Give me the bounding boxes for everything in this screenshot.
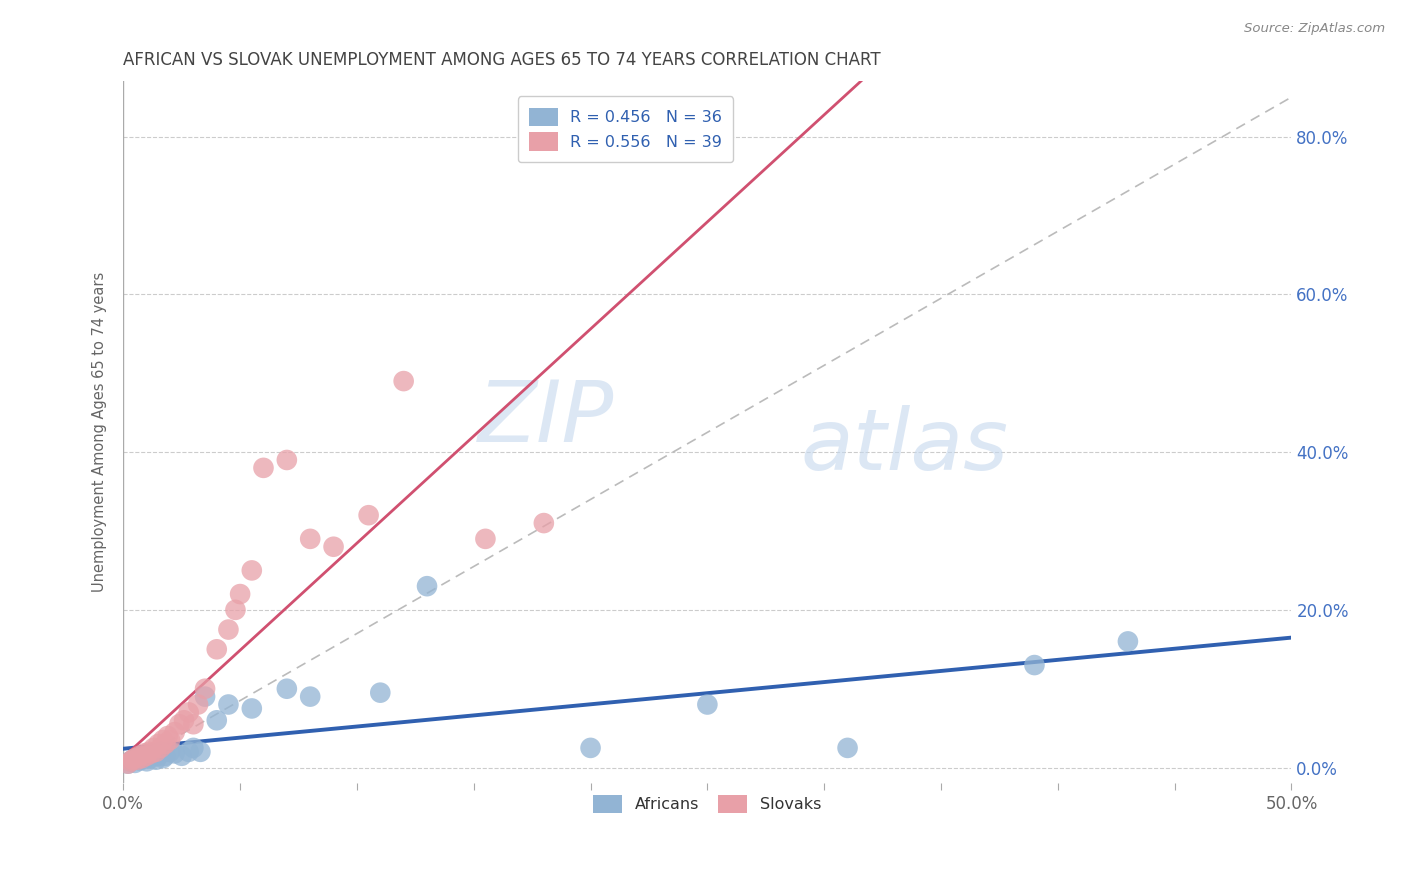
Point (579, 740, 602, 755)
Point (322, 540, 344, 554)
Point (155, 737, 177, 751)
Point (145, 753, 167, 767)
Point (224, 603, 246, 617)
Point (299, 690, 322, 704)
Point (148, 737, 170, 751)
Point (159, 745, 181, 759)
Point (145, 745, 167, 759)
Text: AFRICAN VS SLOVAK UNEMPLOYMENT AMONG AGES 65 TO 74 YEARS CORRELATION CHART: AFRICAN VS SLOVAK UNEMPLOYMENT AMONG AGE… (124, 51, 882, 69)
Point (142, 740, 165, 755)
Point (392, 374, 415, 388)
Point (141, 751, 163, 765)
Point (131, 751, 153, 765)
Point (138, 749, 160, 764)
Point (163, 725, 186, 739)
Point (183, 717, 205, 731)
Point (148, 748, 170, 763)
Point (149, 740, 172, 755)
Point (194, 690, 217, 704)
Point (141, 747, 163, 761)
Point (837, 740, 859, 755)
Point (177, 745, 200, 759)
Point (138, 745, 160, 759)
Point (217, 698, 239, 712)
Point (229, 587, 252, 601)
Text: Source: ZipAtlas.com: Source: ZipAtlas.com (1244, 22, 1385, 36)
Point (135, 754, 157, 768)
Point (299, 532, 322, 546)
Point (368, 686, 391, 700)
Point (134, 747, 156, 761)
Point (169, 717, 191, 731)
Point (127, 753, 149, 767)
Point (121, 753, 143, 767)
Point (163, 747, 186, 761)
Text: atlas: atlas (801, 405, 1010, 488)
Point (205, 713, 228, 727)
Point (187, 698, 209, 712)
Point (152, 751, 174, 765)
Point (240, 701, 263, 715)
Point (120, 754, 142, 768)
Point (252, 461, 274, 475)
Point (121, 753, 143, 767)
Point (240, 563, 263, 577)
Point (696, 698, 718, 712)
Point (124, 751, 146, 765)
Point (155, 748, 177, 763)
Point (190, 745, 212, 759)
Point (117, 756, 139, 771)
Point (173, 713, 195, 727)
Point (177, 706, 200, 720)
Y-axis label: Unemployment Among Ages 65 to 74 years: Unemployment Among Ages 65 to 74 years (93, 272, 107, 592)
Point (120, 754, 142, 768)
Point (533, 516, 555, 530)
Point (183, 740, 205, 755)
Point (357, 508, 380, 523)
Point (156, 729, 179, 743)
Point (205, 642, 228, 657)
Point (124, 756, 146, 770)
Point (134, 752, 156, 766)
Point (159, 733, 181, 747)
Point (127, 751, 149, 765)
Point (276, 681, 298, 696)
Point (128, 754, 150, 768)
Point (135, 748, 157, 763)
Point (131, 748, 153, 763)
Point (276, 453, 298, 467)
Point (1116, 634, 1139, 648)
Point (149, 745, 172, 759)
Point (170, 748, 193, 763)
Point (117, 756, 139, 771)
Text: ZIP: ZIP (478, 376, 614, 460)
Point (142, 747, 165, 761)
Legend: Africans, Slovaks: Africans, Slovaks (582, 784, 832, 824)
Point (152, 733, 174, 747)
Point (474, 532, 496, 546)
Point (416, 579, 439, 593)
Point (128, 748, 150, 763)
Point (217, 623, 239, 637)
Point (1024, 658, 1046, 673)
Point (194, 681, 217, 696)
